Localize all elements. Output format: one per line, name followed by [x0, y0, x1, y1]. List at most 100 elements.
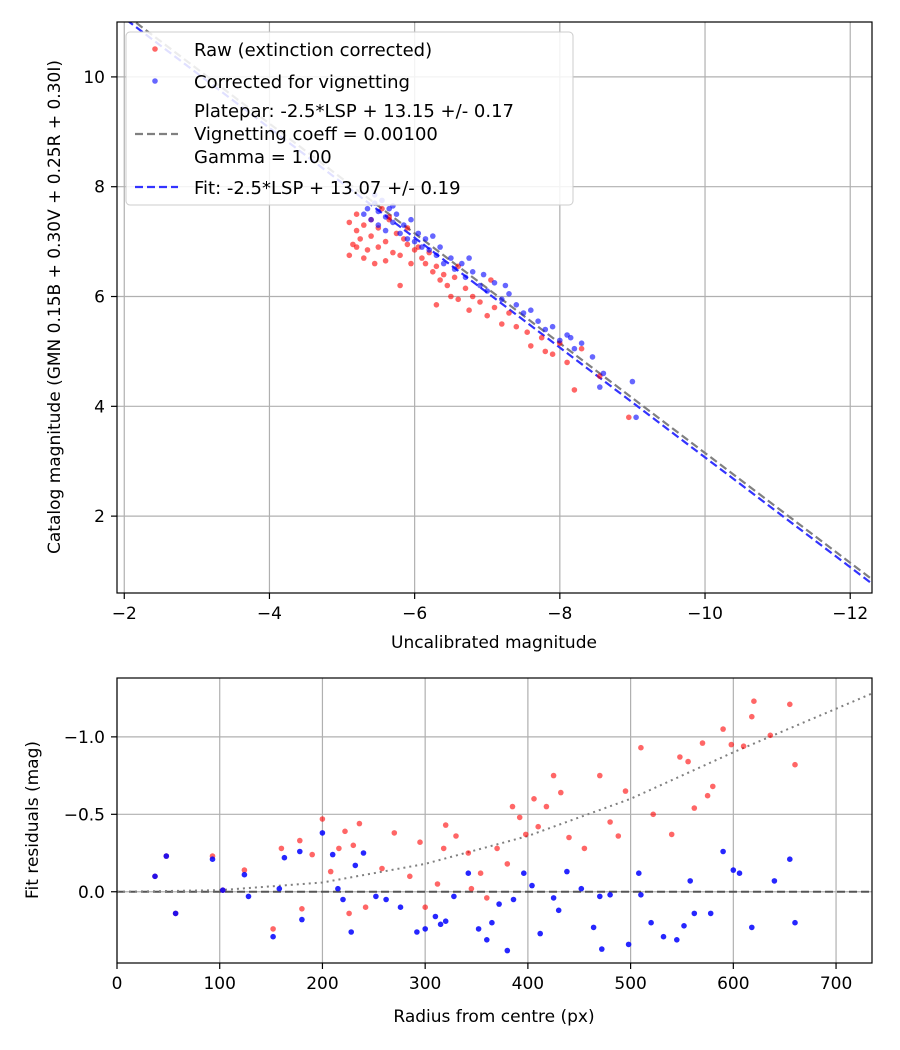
raw-point	[462, 285, 469, 292]
raw-point	[504, 861, 511, 867]
x-tick-label: −8	[547, 604, 572, 624]
residuals-plot: 0 100 200 300 400 500 600 700 0.0 −0.5 −1.0 Radius…	[23, 677, 873, 1027]
corrected-point	[340, 896, 346, 903]
raw-point	[626, 414, 632, 421]
legend-platepar-label: Platepar: -2.5*LSP + 13.15 +/- 0.17	[194, 101, 514, 122]
vignetting-model-curve	[117, 692, 872, 893]
corrected-point	[361, 211, 367, 217]
corrected-point	[375, 222, 382, 228]
corrected-point	[382, 227, 389, 234]
raw-point	[542, 348, 549, 355]
raw-point	[336, 845, 342, 852]
corrected-point	[422, 236, 429, 242]
legend-vignetting-label: Vignetting coeff = 0.00100	[194, 124, 438, 145]
y-tick-label: 8	[94, 178, 105, 198]
corrected-point	[281, 854, 288, 861]
raw-point	[465, 850, 472, 856]
corrected-point	[567, 334, 574, 341]
corrected-point	[414, 929, 420, 935]
corrected-point	[535, 318, 541, 325]
corrected-point	[502, 282, 509, 289]
raw-point	[509, 803, 516, 810]
raw-point	[353, 227, 360, 234]
corrected-point	[510, 896, 517, 903]
raw-point	[350, 842, 357, 849]
calibration-ticks: −2 −4 −6 −8 −10 −12 2 4 6 8 10	[83, 68, 868, 624]
raw-point	[581, 845, 588, 852]
residuals-scatter	[152, 698, 798, 954]
raw-point	[538, 334, 545, 341]
corrected-point	[491, 280, 498, 286]
calibration-x-axis-label: Uncalibrated magnitude	[391, 633, 597, 653]
corrected-point	[241, 871, 248, 878]
raw-point	[362, 904, 369, 910]
raw-point	[342, 828, 348, 835]
raw-point	[491, 304, 498, 311]
corrected-point	[415, 230, 422, 237]
corrected-point	[730, 867, 737, 873]
corrected-point	[555, 907, 562, 914]
corrected-point	[466, 255, 472, 261]
raw-point	[397, 282, 403, 289]
raw-point	[371, 260, 378, 267]
corrected-point	[440, 260, 447, 267]
corrected-point	[469, 269, 476, 275]
raw-point	[469, 293, 476, 300]
x-tick-label: 200	[306, 974, 338, 994]
raw-point	[346, 219, 353, 226]
raw-point	[327, 868, 334, 875]
calibration-legend: Raw (extinction corrected) Corrected for…	[125, 31, 574, 206]
legend-corrected-marker	[152, 78, 158, 84]
x-tick-label: −12	[832, 604, 868, 624]
corrected-point	[550, 895, 557, 901]
raw-point	[357, 236, 364, 242]
legend-raw-label: Raw (extinction corrected)	[194, 40, 432, 61]
corrected-point	[549, 323, 556, 330]
raw-point	[549, 351, 556, 358]
corrected-point	[597, 893, 603, 900]
raw-point	[455, 296, 462, 303]
raw-point	[379, 865, 385, 872]
x-tick-label: 500	[614, 974, 646, 994]
raw-point	[677, 754, 683, 760]
corrected-point	[430, 233, 436, 239]
x-tick-label: 700	[820, 974, 852, 994]
raw-point	[566, 834, 572, 841]
corrected-point	[419, 244, 425, 250]
corrected-point	[687, 878, 693, 884]
raw-point	[361, 255, 367, 261]
x-tick-label: 0	[112, 974, 123, 994]
y-tick-label: 10	[83, 68, 105, 88]
corrected-point	[375, 208, 382, 215]
corrected-point	[484, 288, 491, 294]
residuals-y-axis-label: Fit residuals (mag)	[23, 741, 43, 899]
raw-point	[453, 833, 459, 839]
residuals-reference-lines	[117, 692, 872, 893]
x-tick-label: 400	[512, 974, 544, 994]
raw-point	[408, 260, 414, 267]
corrected-point	[771, 878, 778, 884]
corrected-point	[720, 848, 726, 855]
corrected-point	[411, 238, 418, 245]
raw-point	[440, 845, 447, 852]
corrected-point	[506, 291, 512, 297]
raw-point	[434, 881, 441, 887]
raw-point	[319, 816, 326, 822]
corrected-point	[674, 937, 680, 943]
raw-point	[433, 263, 440, 270]
raw-point	[422, 904, 429, 910]
raw-point	[477, 870, 484, 876]
y-tick-label: 4	[94, 397, 105, 417]
raw-point	[571, 387, 578, 393]
corrected-point	[364, 205, 371, 212]
raw-point	[499, 321, 505, 327]
raw-point	[699, 740, 706, 746]
corrected-point	[749, 924, 755, 931]
corrected-point	[382, 214, 389, 220]
raw-point	[361, 222, 367, 228]
corrected-point	[529, 882, 535, 889]
corrected-point	[360, 850, 367, 856]
raw-point	[749, 713, 755, 720]
corrected-point	[245, 893, 252, 900]
corrected-point	[209, 856, 216, 862]
